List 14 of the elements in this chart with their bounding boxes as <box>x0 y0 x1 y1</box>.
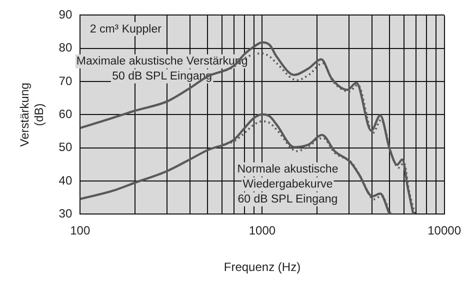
x-tick-label: 10000 <box>428 224 462 238</box>
y-tick-label: 30 <box>58 206 72 221</box>
y-tick-label: 70 <box>58 74 72 88</box>
y-tick-label: 80 <box>58 40 72 55</box>
y-tick-label: 40 <box>58 173 72 188</box>
y-tick-label: 90 <box>58 8 72 22</box>
y-tick-label: 60 <box>58 107 72 122</box>
annotation: 2 cm³ Kuppler <box>90 23 162 36</box>
x-tick-label: 100 <box>70 224 90 238</box>
annotation: Normale akustische Wiedergabekurve 60 dB SPL Eingang <box>237 164 338 206</box>
y-axis-title: Verstärkung (dB) <box>18 82 46 147</box>
x-tick-label: 1000 <box>248 224 276 238</box>
x-axis-title: Frequenz (Hz) <box>224 260 301 274</box>
y-tick-label: 50 <box>58 140 72 154</box>
